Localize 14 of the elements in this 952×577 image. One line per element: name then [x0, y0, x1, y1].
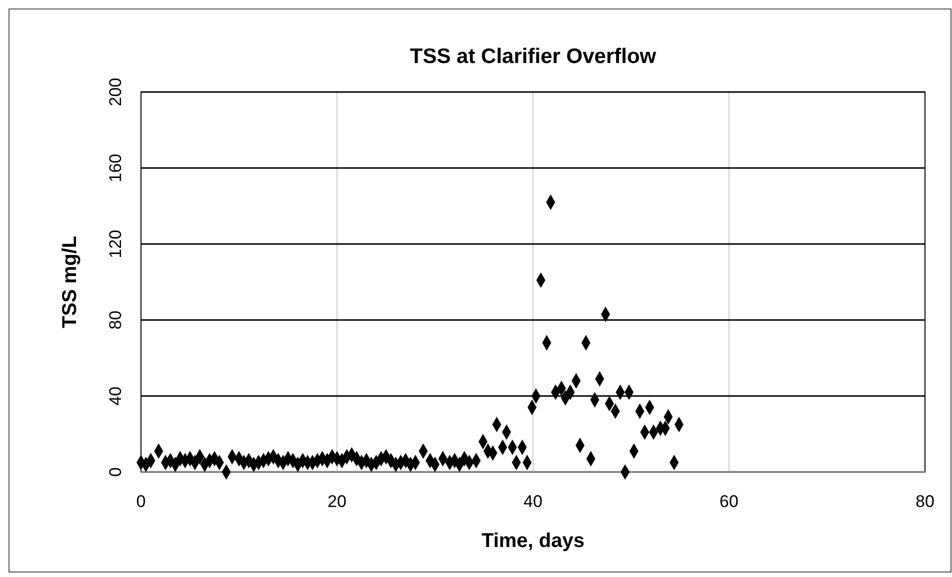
x-axis-title: Time, days: [481, 530, 585, 552]
y-tick-label: 160: [106, 154, 125, 182]
y-tick-label: 0: [106, 467, 125, 477]
x-tick-label: 20: [328, 492, 346, 511]
y-tick-label: 120: [106, 230, 125, 258]
y-axis-title: TSS mg/L: [59, 236, 81, 328]
chart-title: TSS at Clarifier Overflow: [410, 45, 657, 68]
x-tick-label: 40: [524, 492, 542, 511]
x-tick-label: 60: [720, 492, 738, 511]
y-tick-label: 40: [106, 386, 125, 406]
x-tick-label: 80: [916, 492, 934, 511]
y-tick-label: 200: [106, 78, 125, 106]
x-tick-label: 0: [136, 492, 146, 511]
y-tick-label: 80: [106, 310, 125, 330]
